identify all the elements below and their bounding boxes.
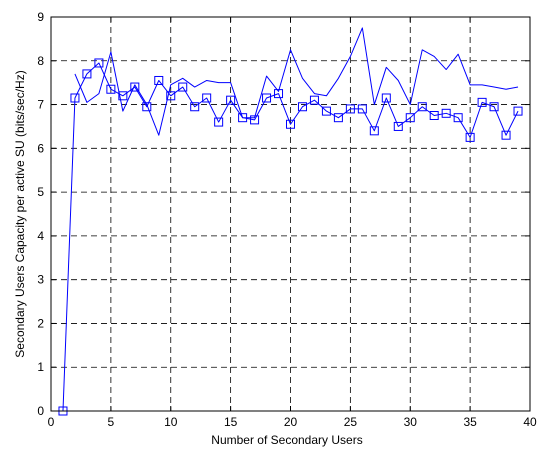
data-point-marker: [465, 132, 475, 142]
x-tick-label: 40: [523, 415, 537, 429]
data-point-marker: [106, 84, 116, 94]
data-point-marker: [214, 117, 224, 127]
data-point-marker: [297, 102, 307, 112]
series-line: [74, 27, 519, 136]
ticks: 0 5 10 15 20 25 30 35 40 0 1 2 3 4 5 6 7 8 9: [37, 10, 537, 429]
data-point-marker: [178, 82, 188, 92]
data-point-marker: [70, 93, 80, 103]
x-tick-label: 35: [463, 415, 477, 429]
x-tick-label: 30: [404, 415, 418, 429]
x-tick-label: 25: [344, 415, 358, 429]
data-point-marker: [357, 104, 367, 114]
x-tick-label: 5: [108, 415, 115, 429]
data-point-marker: [345, 104, 355, 114]
data-point-marker: [238, 113, 248, 123]
x-tick-label: 10: [164, 415, 178, 429]
data-point-marker: [250, 115, 260, 125]
data-point-marker: [429, 111, 439, 120]
x-axis-label: Number of Secondary Users: [211, 433, 362, 447]
y-tick-label: 0: [37, 404, 44, 418]
data-point-marker: [309, 95, 319, 105]
data-point-marker: [190, 102, 200, 112]
data-point-marker: [274, 89, 284, 99]
y-tick-label: 8: [37, 54, 44, 68]
data-point-marker: [94, 58, 104, 68]
data-point-marker: [166, 91, 176, 101]
series-layer: [58, 27, 523, 416]
data-point-marker: [142, 102, 152, 112]
y-tick-label: 7: [37, 98, 44, 112]
y-tick-label: 5: [37, 185, 44, 199]
data-point-marker: [321, 106, 331, 116]
data-point-marker: [501, 130, 511, 140]
data-point-marker: [369, 126, 379, 136]
data-point-marker: [489, 102, 499, 112]
x-tick-label: 20: [284, 415, 298, 429]
data-point-marker: [477, 97, 487, 107]
data-point-marker: [286, 119, 295, 129]
data-point-marker: [405, 113, 415, 123]
data-point-marker: [381, 93, 391, 103]
data-point-marker: [333, 113, 343, 123]
x-tick-label: 0: [48, 415, 55, 429]
data-point-marker: [417, 102, 427, 112]
data-point-marker: [453, 113, 463, 123]
y-tick-label: 1: [37, 360, 44, 374]
y-axis-label: Secondary Users Capacity per active SU (…: [13, 70, 27, 357]
y-tick-label: 9: [37, 10, 44, 24]
y-tick-label: 6: [37, 141, 44, 155]
data-point-marker: [202, 93, 212, 103]
y-tick-label: 4: [37, 229, 44, 243]
data-point-marker: [82, 69, 92, 79]
data-point-marker: [513, 106, 523, 116]
x-tick-label: 15: [224, 415, 238, 429]
data-point-marker: [118, 91, 128, 101]
data-point-marker: [262, 93, 272, 103]
y-tick-label: 2: [37, 316, 44, 330]
series-1: [74, 27, 519, 136]
y-tick-label: 3: [37, 273, 44, 287]
data-point-marker: [441, 108, 451, 118]
series-2: [58, 58, 523, 416]
data-point-marker: [393, 121, 403, 131]
data-point-marker: [154, 75, 164, 85]
data-point-marker: [226, 95, 236, 105]
data-point-marker: [130, 82, 140, 92]
